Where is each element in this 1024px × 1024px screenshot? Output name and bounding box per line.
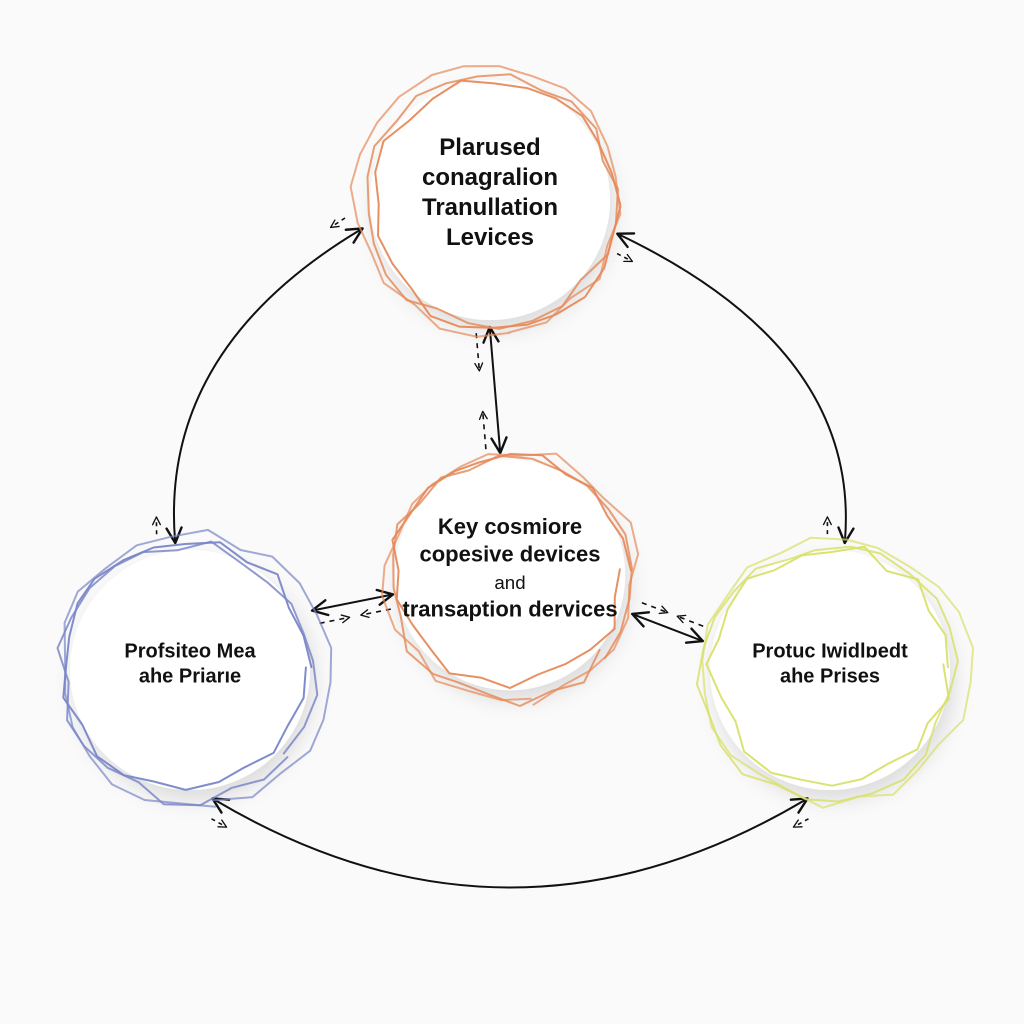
nodes: PlarusedconagralionTranullationLevices Ke… [58, 66, 974, 808]
edge-top-center [490, 330, 500, 450]
edge-left-center [315, 595, 390, 610]
edge-top-center-dash [483, 413, 486, 449]
edge-left-right-tick [795, 819, 808, 826]
edge-top-right-tick [617, 254, 631, 261]
node-center: Key cosmiorecopesive devicesandtransapti… [382, 454, 638, 706]
edge-top-center-dash [476, 333, 479, 369]
edge-top-left-tick [332, 218, 345, 226]
edge-right-center-dash [679, 617, 703, 626]
concept-diagram: PlarusedconagralionTranullationLevices Ke… [0, 0, 1024, 1024]
node-top: PlarusedconagralionTranullationLevices [351, 66, 621, 337]
edge-left-right-tick [212, 819, 225, 826]
edge-top-right [620, 235, 846, 540]
edge-right-center-dash [642, 603, 666, 612]
node-right: Protuc Iwidlɒedtahe Prises [697, 538, 973, 808]
edge-top-left [174, 230, 360, 540]
edge-left-center-dash [320, 618, 348, 624]
edge-left-right [215, 800, 805, 888]
node-left: Profsiteo Meaahe Priarıe [58, 530, 332, 807]
edge-right-center [635, 615, 700, 640]
